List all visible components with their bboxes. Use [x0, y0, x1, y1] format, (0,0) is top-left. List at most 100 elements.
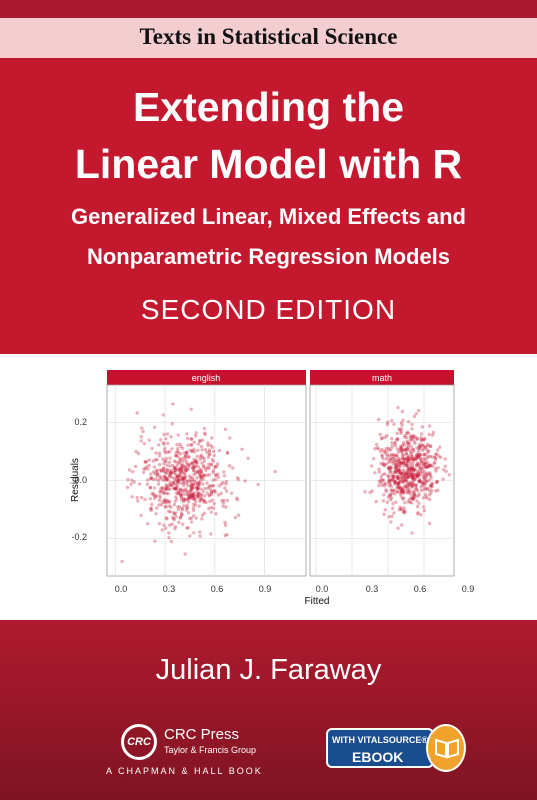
scatter-point: [402, 461, 406, 466]
scatter-point: [187, 478, 192, 482]
scatter-point: [393, 479, 397, 484]
scatter-point: [181, 477, 186, 481]
scatter-point: [188, 516, 192, 521]
scatter-point: [204, 500, 208, 505]
scatter-point: [431, 430, 435, 435]
scatter-point: [192, 440, 196, 444]
scatter-point: [395, 431, 399, 436]
scatter-point: [191, 506, 195, 510]
scatter-point: [370, 489, 374, 493]
scatter-point: [424, 465, 428, 469]
scatter-point: [426, 454, 431, 459]
scatter-point: [405, 462, 410, 466]
scatter-point: [190, 449, 194, 454]
scatter-point: [377, 483, 381, 488]
scatter-point: [195, 487, 200, 491]
scatter-point: [178, 472, 182, 476]
scatter-point: [408, 492, 413, 496]
scatter-point: [132, 480, 136, 484]
scatter-point: [400, 487, 404, 492]
scatter-point: [196, 448, 200, 452]
scatter-point: [167, 535, 171, 540]
scatter-point: [400, 471, 404, 475]
scatter-point: [216, 475, 221, 480]
scatter-point: [135, 495, 139, 500]
scatter-point: [204, 466, 208, 470]
scatter-point: [157, 521, 162, 526]
scatter-point: [158, 496, 162, 500]
scatter-point: [216, 493, 221, 497]
scatter-point: [191, 492, 196, 496]
scatter-point: [192, 491, 196, 495]
scatter-point: [196, 486, 200, 491]
scatter-point: [145, 521, 150, 526]
scatter-point: [388, 458, 392, 462]
scatter-point: [195, 460, 199, 464]
scatter-point: [383, 435, 387, 440]
scatter-point: [404, 457, 408, 461]
scatter-point: [223, 486, 227, 490]
scatter-point: [194, 500, 198, 504]
scatter-point: [126, 477, 130, 482]
scatter-point: [426, 464, 430, 469]
scatter-point: [179, 469, 183, 473]
scatter-point: [379, 462, 383, 466]
scatter-point: [399, 446, 403, 450]
scatter-point: [185, 467, 190, 472]
scatter-point: [176, 446, 180, 451]
scatter-point: [209, 490, 214, 494]
scatter-point: [415, 437, 420, 441]
scatter-point: [202, 499, 206, 503]
scatter-point: [149, 508, 153, 513]
scatter-point: [182, 504, 186, 508]
scatter-point: [396, 470, 400, 475]
scatter-point: [404, 472, 408, 476]
scatter-point: [192, 460, 196, 464]
scatter-point: [401, 491, 406, 495]
scatter-point: [207, 462, 211, 466]
scatter-point: [164, 487, 168, 491]
scatter-point: [391, 461, 395, 466]
scatter-point: [192, 465, 196, 469]
scatter-point: [397, 508, 401, 512]
scatter-point: [414, 412, 419, 416]
scatter-point: [173, 487, 178, 491]
scatter-point: [421, 443, 425, 448]
scatter-point: [191, 466, 195, 470]
scatter-point: [189, 437, 194, 441]
scatter-point: [402, 508, 406, 513]
scatter-point: [410, 473, 415, 477]
scatter-point: [187, 489, 192, 494]
scatter-point: [378, 432, 382, 437]
scatter-point: [190, 479, 195, 483]
scatter-point: [388, 454, 392, 458]
scatter-point: [165, 499, 169, 503]
scatter-point: [188, 495, 193, 499]
scatter-point: [196, 442, 201, 446]
scatter-point: [164, 499, 168, 504]
scatter-point: [413, 473, 418, 478]
scatter-point: [414, 486, 418, 491]
scatter-point: [199, 444, 204, 449]
scatter-point: [415, 505, 420, 509]
scatter-point: [224, 479, 229, 484]
scatter-point: [433, 455, 437, 459]
scatter-point: [168, 474, 172, 478]
scatter-point: [376, 417, 381, 422]
scatter-point: [392, 470, 396, 474]
scatter-point: [221, 480, 225, 485]
scatter-point: [191, 463, 196, 468]
scatter-point: [184, 498, 188, 502]
scatter-point: [385, 454, 390, 459]
scatter-point: [184, 457, 188, 462]
scatter-point: [130, 495, 134, 499]
scatter-point: [162, 466, 166, 471]
scatter-point: [220, 499, 224, 503]
scatter-point: [189, 489, 193, 493]
scatter-point: [399, 494, 403, 499]
x-tick-label: 0.6: [211, 584, 224, 594]
scatter-point: [416, 471, 420, 475]
scatter-point: [401, 461, 405, 465]
scatter-point: [214, 473, 218, 477]
scatter-point: [399, 461, 404, 465]
